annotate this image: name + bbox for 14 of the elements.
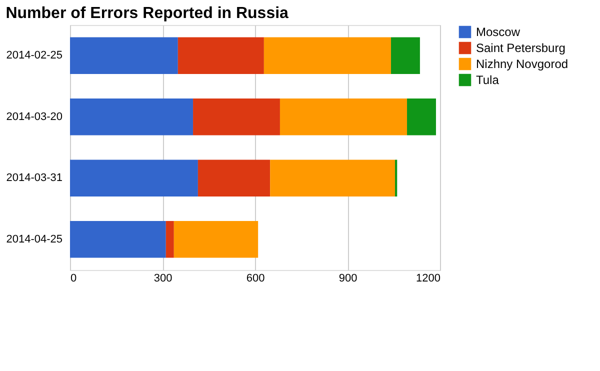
x-tick-label: 1200 (416, 272, 440, 284)
y-tick-label: 2014-04-25 (6, 233, 62, 246)
legend-label: Tula (476, 73, 500, 87)
y-tick-label: 2014-03-20 (6, 110, 62, 123)
x-tick-label: 900 (338, 272, 358, 284)
y-tick-label: 2014-03-31 (6, 172, 62, 184)
chart-title: Number of Errors Reported in Russia (6, 5, 289, 22)
y-tick-label: 2014-02-25 (6, 50, 62, 62)
legend-label: Nizhny Novgorod (476, 57, 568, 71)
legend-label: Moscow (476, 25, 520, 39)
x-tick-label: 600 (246, 272, 265, 284)
x-tick-label: 0 (70, 272, 77, 284)
x-tick-label: 300 (154, 272, 172, 284)
legend-label: Saint Petersburg (476, 41, 566, 55)
